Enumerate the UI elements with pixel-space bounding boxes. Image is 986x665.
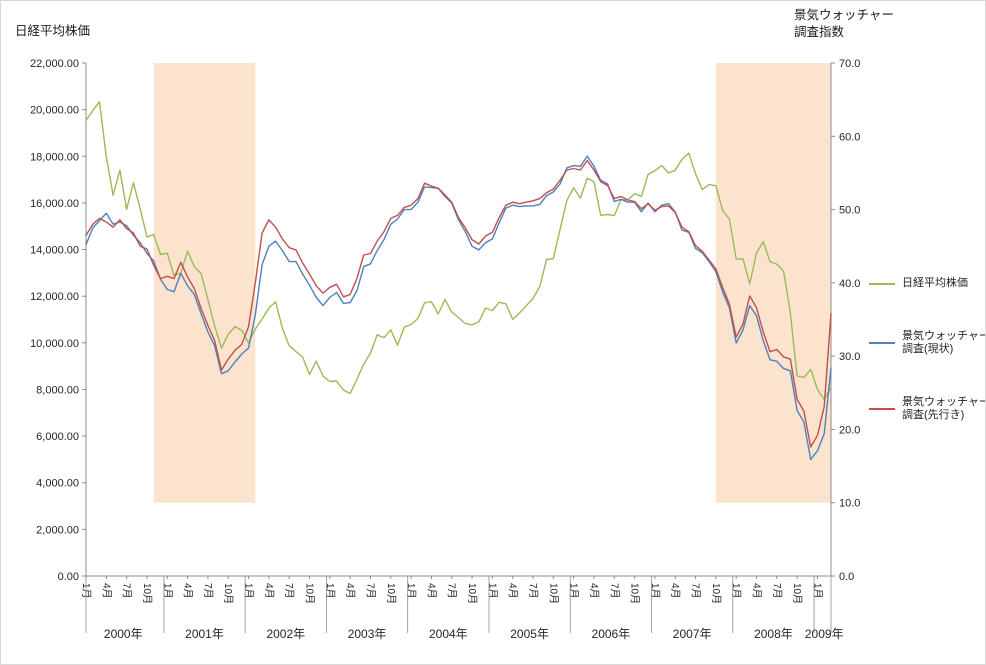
month-tick-label: 4月 [425,583,437,599]
month-tick-label: 7月 [771,583,783,599]
legend-item-nikkei: 日経平均株価 [869,277,985,290]
left-axis-tick-label: 12,000.00 [30,291,79,303]
year-label: 2001年 [185,627,224,641]
month-tick-label: 4月 [507,583,519,599]
month-tick-label: 1月 [486,583,498,599]
year-label: 2003年 [348,627,387,641]
month-tick-label: 7月 [202,583,214,599]
left-axis-tick-label: 18,000.00 [30,151,79,163]
month-tick-label: 7月 [608,583,620,599]
x-axis-labels: 1月 4月 7月 10月 2000年 1月 4月 7月 10月 2001年 1月 4月 7月 10月 200… [80,576,844,641]
year-label: 2000年 [104,627,143,641]
month-tick-label: 10月 [791,583,803,604]
month-tick-label: 4月 [669,583,681,599]
month-tick-label: 1月 [649,583,661,599]
right-axis-tick-label: 70.0 [839,58,860,70]
right-axis-tick-label: 60.0 [839,131,860,143]
month-tick-label: 4月 [344,583,356,599]
recession-band [153,63,256,503]
legend: 日経平均株価 景気ウォッチャー調査(現状) 景気ウォッチャー調査(先行き) [869,277,986,422]
right-axis-title-line1: 景気ウォッチャー [794,8,894,22]
month-tick-label: 4月 [588,583,600,599]
series-line-nikkei [85,101,832,401]
month-tick-label: 10月 [710,583,722,604]
left-axis-tick-label: 10,000.00 [30,338,79,350]
series-line-watchers-current [85,155,832,461]
left-axis-tick-label: 16,000.00 [30,198,79,210]
axes: 0.00 2,000.00 4,000.00 6,000.00 8,000.00 10,0… [30,58,860,583]
left-axis-title: 日経平均株価 [15,24,91,38]
month-tick-label: 1月 [811,583,823,599]
month-tick-label: 1月 [405,583,417,599]
month-tick-label: 10月 [629,583,641,604]
month-tick-label: 7月 [283,583,295,599]
legend-item-watchers-outlook: 景気ウォッチャー調査(先行き) [869,396,986,422]
series-line-watchers-outlook [85,159,832,448]
month-tick-label: 7月 [527,583,539,599]
month-tick-label: 4月 [182,583,194,599]
year-label: 2006年 [592,627,631,641]
right-axis-title: 景気ウォッチャー 調査指数 [794,7,894,41]
right-axis-tick-label: 30.0 [839,351,860,363]
left-axis-tick-label: 14,000.00 [30,245,79,257]
legend-marker-nikkei-icon [869,282,895,285]
legend-label-watchers-current: 景気ウォッチャー調査(現状) [902,330,986,355]
month-tick-label: 4月 [263,583,275,599]
month-tick-label: 1月 [324,583,336,599]
month-tick-label: 10月 [222,583,234,604]
recession-band [715,63,831,503]
left-axis-tick-label: 2,000.00 [36,524,79,536]
left-axis-tick-label: 20,000.00 [30,105,79,117]
legend-marker-watchers-current-icon [869,342,895,344]
month-tick-label: 4月 [751,583,763,599]
month-tick-label: 10月 [141,583,153,604]
month-tick-label: 7月 [446,583,458,599]
left-axis-tick-label: 0.00 [58,571,79,583]
month-tick-label: 7月 [364,583,376,599]
right-axis-tick-label: 50.0 [839,205,860,217]
month-tick-label: 7月 [690,583,702,599]
month-tick-label: 10月 [547,583,559,604]
year-label: 2004年 [429,627,468,641]
year-label: 2007年 [673,627,712,641]
month-tick-label: 10月 [385,583,397,604]
right-axis-tick-label: 0.0 [839,571,854,583]
month-tick-label: 1月 [730,583,742,599]
year-label: 2002年 [266,627,305,641]
month-tick-label: 1月 [568,583,580,599]
legend-item-watchers-current: 景気ウォッチャー調査(現状) [869,330,986,356]
month-tick-label: 7月 [121,583,133,599]
left-axis-tick-label: 22,000.00 [30,58,79,70]
year-label: 2008年 [754,627,793,641]
left-axis-tick-label: 6,000.00 [36,431,79,443]
legend-label-nikkei: 日経平均株価 [902,277,968,289]
left-axis-tick-label: 8,000.00 [36,384,79,396]
month-tick-label: 10月 [304,583,316,604]
right-axis-title-line2: 調査指数 [794,25,845,39]
month-tick-label: 4月 [100,583,112,599]
recession-bands [153,63,831,503]
year-label: 2005年 [510,627,549,641]
series-lines [85,101,832,461]
month-tick-label: 1月 [161,583,173,599]
right-axis-tick-label: 40.0 [839,278,860,290]
legend-marker-watchers-outlook-icon [869,408,895,410]
left-axis-tick-label: 4,000.00 [36,478,79,490]
month-tick-label: 1月 [243,583,255,599]
month-tick-label: 10月 [466,583,478,604]
right-axis-tick-label: 10.0 [839,498,860,510]
year-label: 2009年 [805,627,844,641]
right-axis-tick-label: 20.0 [839,424,860,436]
legend-label-watchers-outlook: 景気ウォッチャー調査(先行き) [902,396,986,421]
